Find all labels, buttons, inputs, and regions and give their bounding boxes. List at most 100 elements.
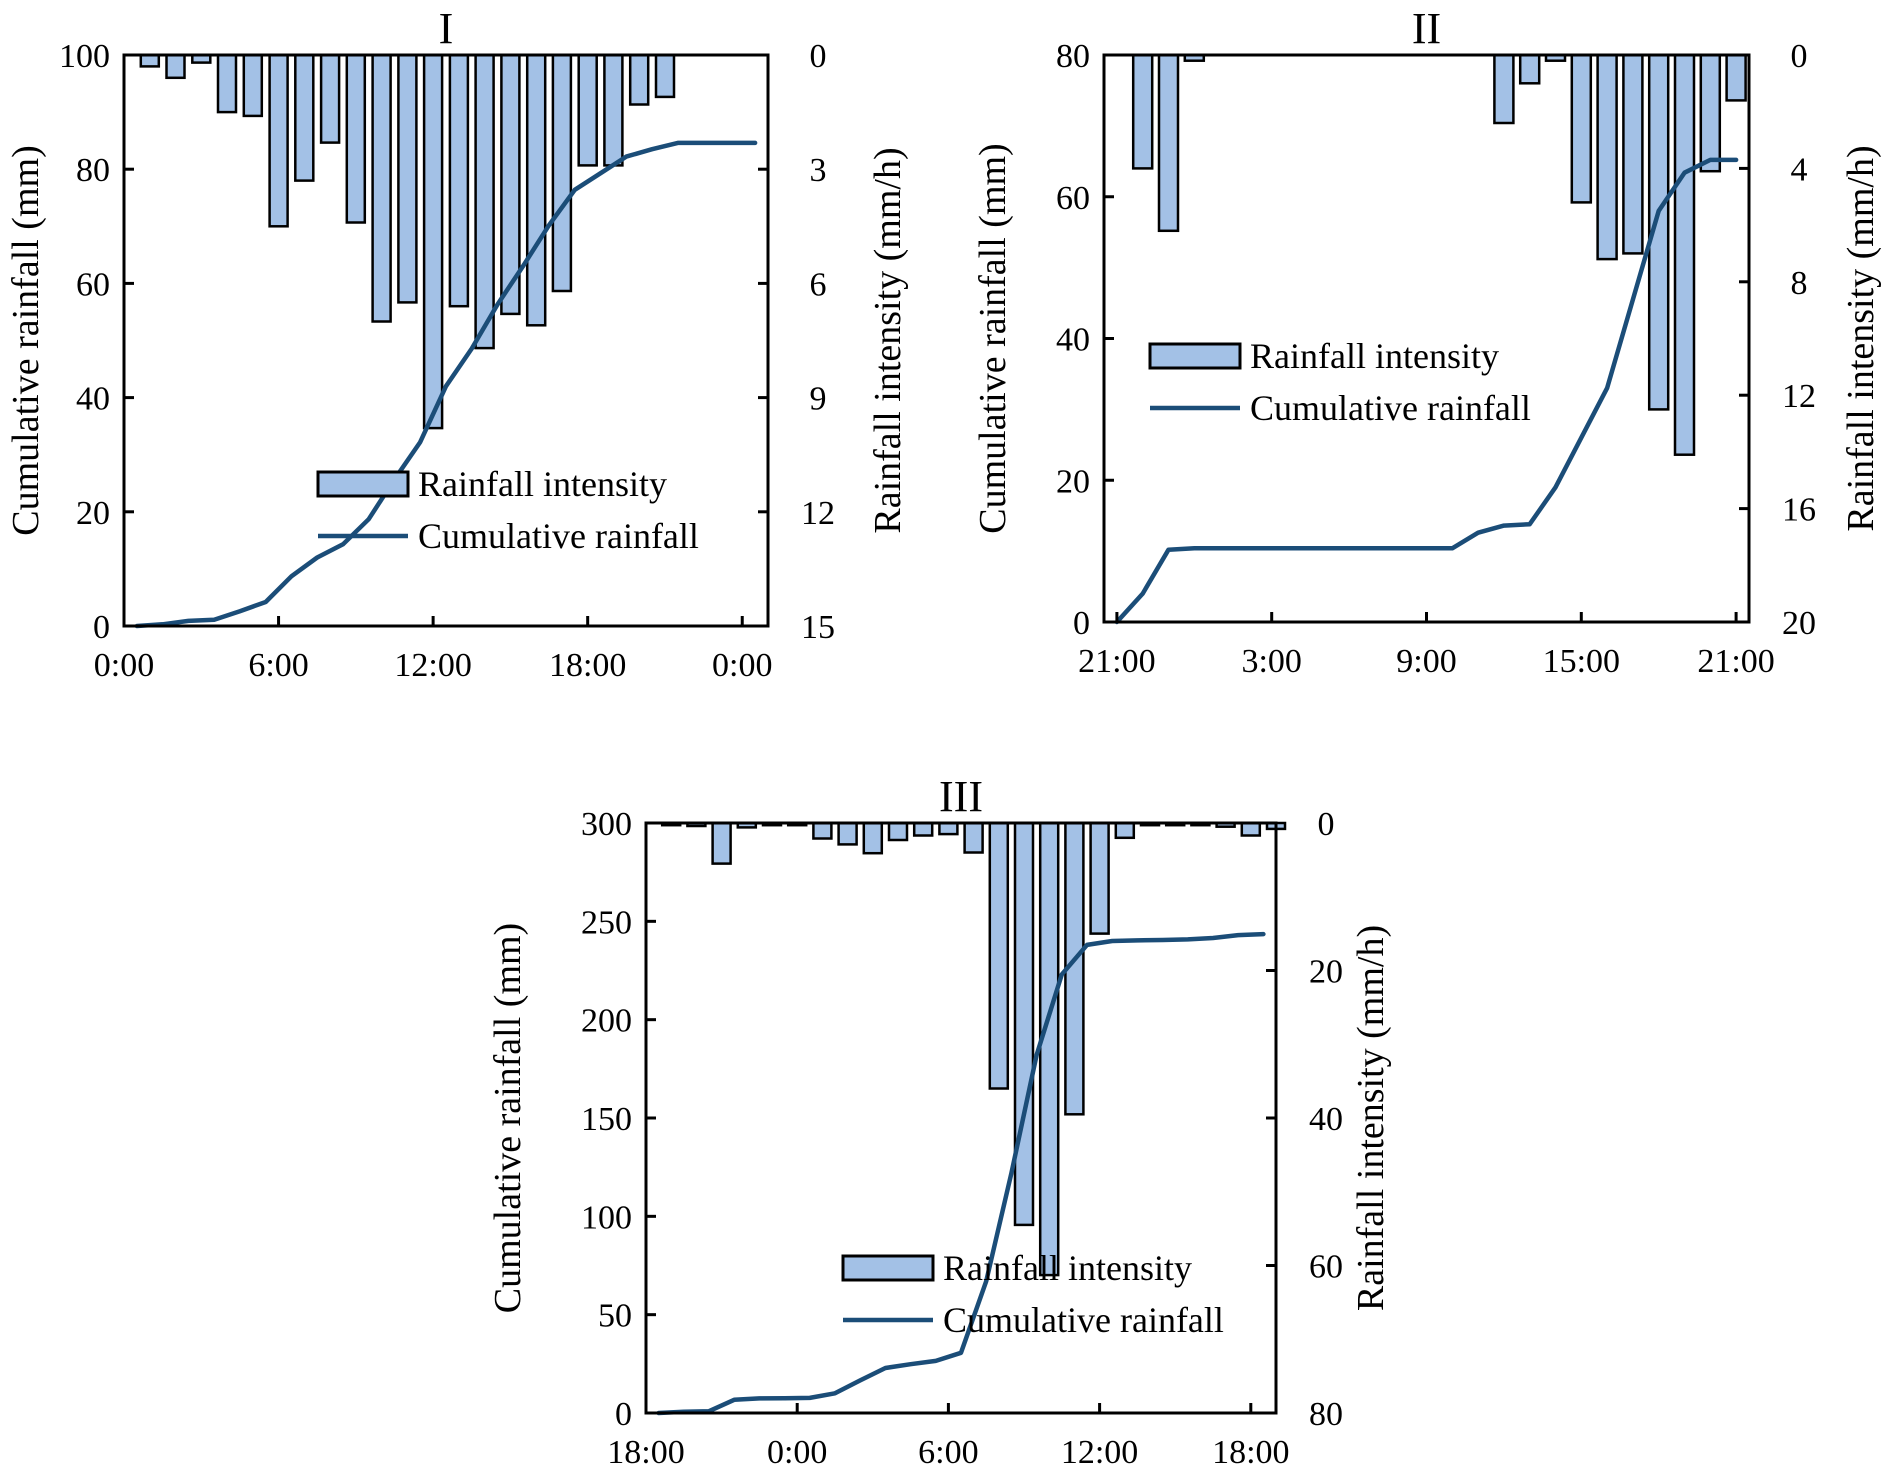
plot-frame: [122, 53, 770, 628]
intensity-bar: [711, 821, 732, 865]
left-y-tick-label: 80: [1056, 38, 1090, 75]
intensity-bar: [216, 53, 238, 114]
intensity-bar: [1622, 53, 1644, 255]
left-y-tick-label: 300: [581, 806, 632, 843]
intensity-bar: [938, 821, 959, 836]
legend: Rainfall intensity Cumulative rainfall: [1148, 336, 1531, 428]
intensity-bar: [1089, 821, 1110, 935]
left-y-tick-label: 20: [1056, 463, 1090, 500]
x-tick-label: 15:00: [1543, 643, 1620, 680]
intensity-bar: [1673, 53, 1696, 456]
left-y-tick-label: 0: [1073, 605, 1090, 642]
right-y-tick-label: 8: [1791, 265, 1808, 302]
right-y-tick-label: 80: [1309, 1396, 1343, 1433]
legend: Rainfall intensity Cumulative rainfall: [841, 1248, 1224, 1340]
left-y-tick-label: 0: [615, 1396, 632, 1433]
left-y-tick-label: 40: [1056, 322, 1090, 359]
intensity-bar: [422, 53, 444, 430]
left-y-tick-label: 20: [76, 495, 110, 532]
intensity-bar: [551, 53, 573, 293]
x-tick-label: 21:00: [1078, 643, 1155, 680]
intensity-bar: [397, 53, 418, 304]
right-y-tick-label: 4: [1791, 151, 1808, 188]
left-y-tick-label: 80: [76, 152, 110, 189]
legend-label-intensity: Rainfall intensity: [418, 464, 667, 504]
left-y-tick-label: 100: [59, 38, 110, 75]
chart-panel-III: 0 50 100 150 200 250 300 0 20 40 60 80 18:00 0:00 6:00…: [487, 772, 1392, 1471]
right-y-tick-label: 12: [801, 495, 835, 532]
intensity-bar: [242, 53, 264, 118]
left-y-tick-label: 200: [581, 1003, 632, 1040]
left-y-tick-label: 100: [581, 1199, 632, 1236]
right-y-tick-label: 20: [1309, 954, 1343, 991]
intensity-bar: [268, 53, 289, 228]
intensity-bar: [887, 821, 909, 842]
x-tick-label: 12:00: [394, 647, 471, 684]
x-tick-label: 21:00: [1697, 643, 1774, 680]
intensity-bar: [1013, 821, 1035, 1227]
chart-panel-I: 0 20 40 60 80 100 0 3 6 9 12 15 0:00 6:00 12:00 18:00 0:…: [5, 4, 909, 684]
intensity-bar: [345, 53, 367, 224]
right-y-tick-label: 15: [801, 609, 835, 646]
intensity-bar: [1157, 53, 1180, 233]
right-y-tick-label: 40: [1309, 1101, 1343, 1138]
left-y-tick-label: 60: [1056, 180, 1090, 217]
intensity-bar: [577, 53, 598, 167]
x-tick-label: 0:00: [767, 1434, 827, 1471]
intensity-bar: [1570, 53, 1593, 204]
x-tick-label: 18:00: [1212, 1434, 1289, 1471]
intensity-bar: [1114, 821, 1136, 840]
intensity-bar: [165, 53, 186, 80]
x-tick-label: 0:00: [712, 647, 772, 684]
intensity-bar: [862, 821, 884, 855]
left-y-axis-label: Cumulative rainfall (mm): [487, 923, 529, 1313]
left-y-tick-label: 40: [76, 381, 110, 418]
intensity-bar: [371, 53, 392, 323]
legend-bar-swatch: [1148, 342, 1242, 370]
right-y-tick-label: 6: [810, 266, 827, 303]
intensity-bar: [963, 821, 984, 854]
legend-bar-swatch: [841, 1254, 935, 1282]
intensity-bar: [837, 821, 858, 846]
intensity-bar: [1038, 821, 1060, 1277]
cumulative-line: [656, 931, 1266, 1416]
panel-title: II: [1412, 4, 1441, 53]
intensity-bar: [474, 53, 495, 350]
intensity-bar: [912, 821, 934, 837]
left-y-tick-label: 50: [598, 1298, 632, 1335]
intensity-bar: [1518, 53, 1541, 85]
intensity-bar: [1493, 53, 1515, 125]
intensity-bar: [294, 53, 315, 182]
legend-label-cumulative: Cumulative rainfall: [418, 516, 699, 556]
legend-label-intensity: Rainfall intensity: [1250, 336, 1499, 376]
x-tick-label: 12:00: [1061, 1434, 1138, 1471]
right-y-tick-label: 0: [810, 38, 827, 75]
right-y-tick-label: 60: [1309, 1249, 1343, 1286]
right-y-tick-label: 0: [1791, 38, 1808, 75]
intensity-bar: [1725, 53, 1747, 102]
legend: Rainfall intensity Cumulative rainfall: [316, 464, 699, 556]
intensity-bar: [1699, 53, 1722, 173]
right-y-axis-label: Rainfall intensity (mm/h): [1350, 925, 1392, 1311]
intensity-bar: [1596, 53, 1618, 261]
right-y-axis-label: Rainfall intensity (mm/h): [867, 147, 909, 533]
right-y-tick-label: 3: [810, 152, 827, 189]
cumulative-line: [134, 140, 758, 629]
panel-title: III: [939, 772, 983, 821]
x-tick-label: 3:00: [1241, 643, 1301, 680]
cumulative-line: [1114, 157, 1739, 625]
legend-label-cumulative: Cumulative rainfall: [943, 1300, 1224, 1340]
right-y-tick-label: 16: [1782, 492, 1816, 529]
left-y-axis-label: Cumulative rainfall (mm): [972, 143, 1014, 533]
x-tick-label: 0:00: [94, 647, 154, 684]
intensity-bar: [319, 53, 341, 144]
left-y-tick-label: 250: [581, 904, 632, 941]
right-y-axis-label: Rainfall intensity (mm/h): [1840, 145, 1882, 531]
legend-bar-swatch: [316, 470, 410, 498]
intensity-bar: [139, 53, 161, 68]
intensity-bar: [654, 53, 676, 99]
right-y-tick-label: 9: [810, 381, 827, 418]
right-y-tick-label: 20: [1782, 605, 1816, 642]
